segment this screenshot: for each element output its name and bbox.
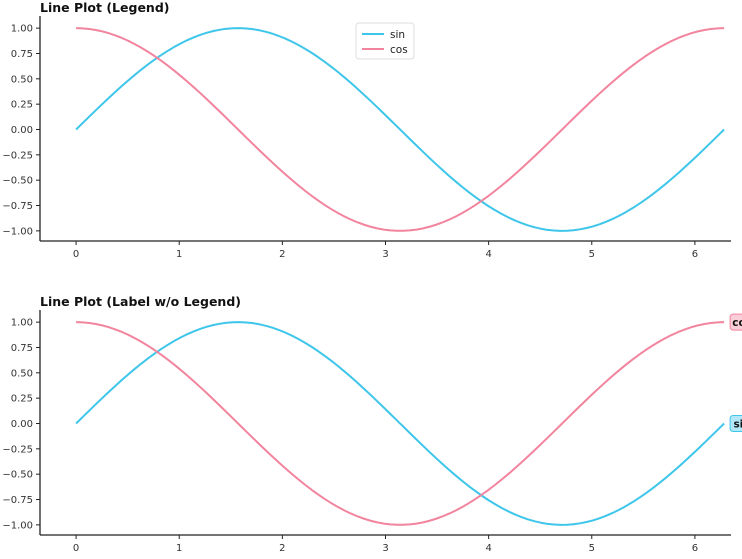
series-line-cos xyxy=(76,27,725,232)
y-tick-label: −0.25 xyxy=(2,444,33,455)
x-tick-label: 1 xyxy=(176,543,182,554)
x-tick-label: 3 xyxy=(382,543,388,554)
x-tick-label: 3 xyxy=(382,249,388,260)
x-tick-label: 5 xyxy=(589,543,595,554)
y-tick-label: −0.25 xyxy=(2,150,33,161)
chart-title: Line Plot (Label w/o Legend) xyxy=(40,294,241,309)
y-tick-label: 0.25 xyxy=(11,394,33,405)
x-tick-label: 1 xyxy=(176,249,182,260)
end-label-box-sin xyxy=(729,415,742,432)
y-tick-label: −0.75 xyxy=(2,495,33,506)
x-tick-label: 6 xyxy=(692,543,698,554)
y-tick-label: 0.00 xyxy=(11,125,33,136)
y-tick-label: −0.50 xyxy=(2,470,33,481)
series-line-sin xyxy=(75,321,725,526)
y-tick-label: 1.00 xyxy=(11,318,33,329)
y-tick-label: 1.00 xyxy=(11,24,33,35)
legend-label-cos: cos xyxy=(390,44,408,56)
y-tick-label: 0.25 xyxy=(11,100,33,111)
y-tick-label: −1.00 xyxy=(2,520,33,531)
y-tick-label: −0.50 xyxy=(2,176,33,187)
x-tick-label: 2 xyxy=(279,543,285,554)
x-tick-label: 4 xyxy=(485,249,491,260)
chart-label-panel: Line Plot (Label w/o Legend) 1.00 0.75 0.50… xyxy=(2,294,742,554)
y-tick-label: −1.00 xyxy=(2,226,33,237)
y-tick-label: 0.75 xyxy=(11,49,33,60)
y-tick-label: 0.50 xyxy=(11,74,33,85)
end-label-sin: sin xyxy=(733,419,742,431)
end-label-box-cos xyxy=(729,313,742,331)
x-tick-label: 4 xyxy=(485,543,491,554)
x-tick-label: 0 xyxy=(73,249,79,260)
chart-legend-panel: Line Plot (Legend) 1.00 0.75 0.50 0.25 0.00 −0… xyxy=(2,0,731,260)
y-tick-label: 0.50 xyxy=(11,368,33,379)
y-tick-label: 0.00 xyxy=(11,419,33,430)
legend: sin cos xyxy=(355,22,415,60)
x-tick-label: 0 xyxy=(73,543,79,554)
y-tick-label: −0.75 xyxy=(2,201,33,212)
x-tick-label: 2 xyxy=(279,249,285,260)
legend-label-sin: sin xyxy=(390,29,405,41)
x-tick-label: 6 xyxy=(692,249,698,260)
end-label-cos: cos xyxy=(732,317,742,329)
series-line-sin xyxy=(75,27,725,232)
chart-title: Line Plot (Legend) xyxy=(40,0,169,15)
y-tick-label: 0.75 xyxy=(11,343,33,354)
x-tick-label: 5 xyxy=(589,249,595,260)
series-line-cos xyxy=(76,321,725,526)
